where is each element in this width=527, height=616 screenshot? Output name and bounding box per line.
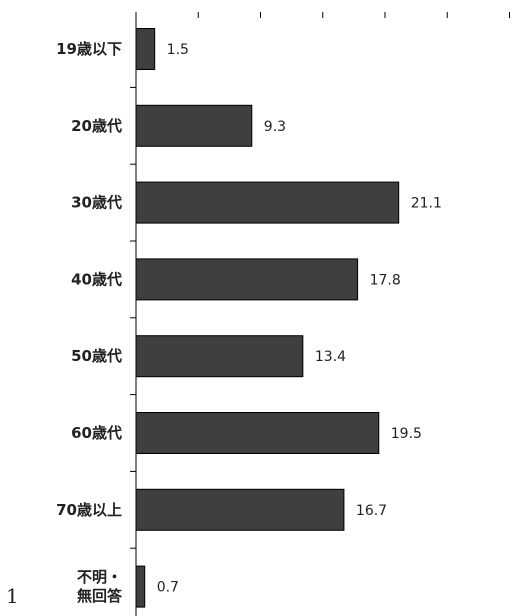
category-label: 19歳以下 [56,40,122,58]
category-label: 不明・無回答 [77,568,123,605]
value-label: 17.8 [370,272,401,288]
value-label: 21.1 [411,196,442,212]
bar [135,258,359,301]
category-label: 60歳代 [71,424,122,442]
bars [135,28,400,608]
category-label: 50歳代 [71,347,122,365]
category-label: 30歳代 [71,194,122,212]
bar [135,335,304,378]
bar [135,488,345,531]
value-labels: 1.5 9.3 21.1 17.8 13.4 19.5 16.7 0.7 [157,42,442,596]
category-label: 20歳代 [71,117,122,135]
value-label: 0.7 [157,580,179,596]
value-label: 19.5 [391,426,422,442]
value-label: 13.4 [315,349,346,365]
page-number: 1 [6,584,19,608]
bar [135,28,156,70]
category-label: 40歳代 [71,270,122,288]
value-label: 9.3 [264,119,286,135]
bar [135,565,146,608]
bar [135,181,400,224]
bar [135,104,253,147]
bar [135,412,380,454]
category-label: 70歳以上 [56,501,122,519]
value-label: 16.7 [356,503,387,519]
value-label: 1.5 [167,42,189,58]
